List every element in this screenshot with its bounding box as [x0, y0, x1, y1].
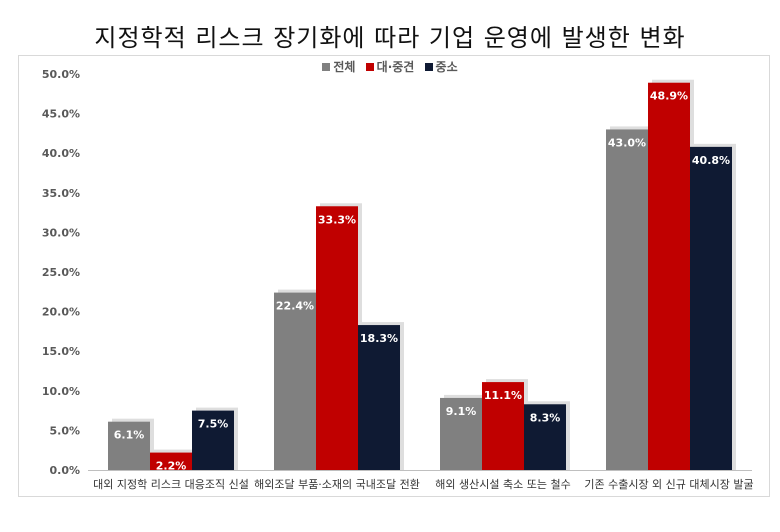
bar — [482, 382, 524, 470]
chart-title: 지정학적 리스크 장기화에 따라 기업 운영에 발생한 변화 — [94, 24, 686, 52]
data-label: 48.9% — [650, 90, 688, 103]
y-tick-label: 35.0% — [42, 187, 80, 200]
legend-swatch-total — [322, 63, 331, 71]
y-tick-label: 45.0% — [42, 108, 80, 121]
bar — [150, 452, 192, 470]
bar — [192, 410, 234, 470]
x-category-label: 해외 생산시설 축소 또는 철수 — [435, 477, 570, 491]
y-tick-label: 0.0% — [49, 464, 80, 477]
data-label: 8.3% — [530, 411, 561, 424]
legend-label-sme: 중소 — [435, 60, 458, 74]
chart-frame — [18, 55, 770, 497]
legend: 전체 대·중견 중소 — [0, 58, 780, 75]
bar — [316, 206, 358, 470]
legend-label-large: 대·중견 — [376, 60, 415, 74]
y-tick-label: 20.0% — [42, 306, 80, 319]
x-category-label: 대외 지정학 리스크 대응조직 신설 — [93, 478, 249, 491]
bar — [108, 421, 150, 470]
y-tick-label: 5.0% — [49, 424, 80, 437]
bar — [358, 325, 400, 470]
data-label: 9.1% — [446, 405, 477, 418]
bar — [648, 82, 690, 470]
data-label: 7.5% — [198, 418, 229, 431]
y-tick-label: 30.0% — [42, 226, 80, 239]
bar — [274, 292, 316, 470]
data-label: 6.1% — [114, 429, 145, 442]
data-label: 2.2% — [156, 460, 187, 473]
legend-label-total: 전체 — [333, 60, 356, 74]
legend-swatch-large — [365, 63, 374, 71]
y-tick-label: 10.0% — [42, 385, 80, 398]
data-label: 18.3% — [360, 332, 398, 345]
data-label: 43.0% — [608, 136, 646, 149]
legend-item-large: 대·중견 — [365, 58, 415, 75]
data-label: 11.1% — [484, 389, 522, 402]
bar — [524, 404, 566, 470]
x-category-label: 해외조달 부품·소재의 국내조달 전환 — [254, 477, 420, 491]
y-tick-label: 15.0% — [42, 345, 80, 358]
legend-item-sme: 중소 — [424, 58, 458, 75]
data-label: 40.8% — [692, 154, 730, 167]
data-label: 22.4% — [276, 300, 314, 313]
bar — [440, 397, 482, 470]
bar — [690, 146, 732, 470]
y-tick-label: 50.0% — [42, 68, 80, 81]
y-tick-label: 25.0% — [42, 266, 80, 279]
y-tick-label: 40.0% — [42, 147, 80, 160]
x-category-label: 기존 수출시장 외 신규 대체시장 발굴 — [584, 478, 753, 491]
bar — [606, 129, 648, 470]
legend-item-total: 전체 — [322, 58, 355, 75]
legend-swatch-sme — [424, 63, 433, 71]
data-label: 33.3% — [318, 213, 356, 226]
